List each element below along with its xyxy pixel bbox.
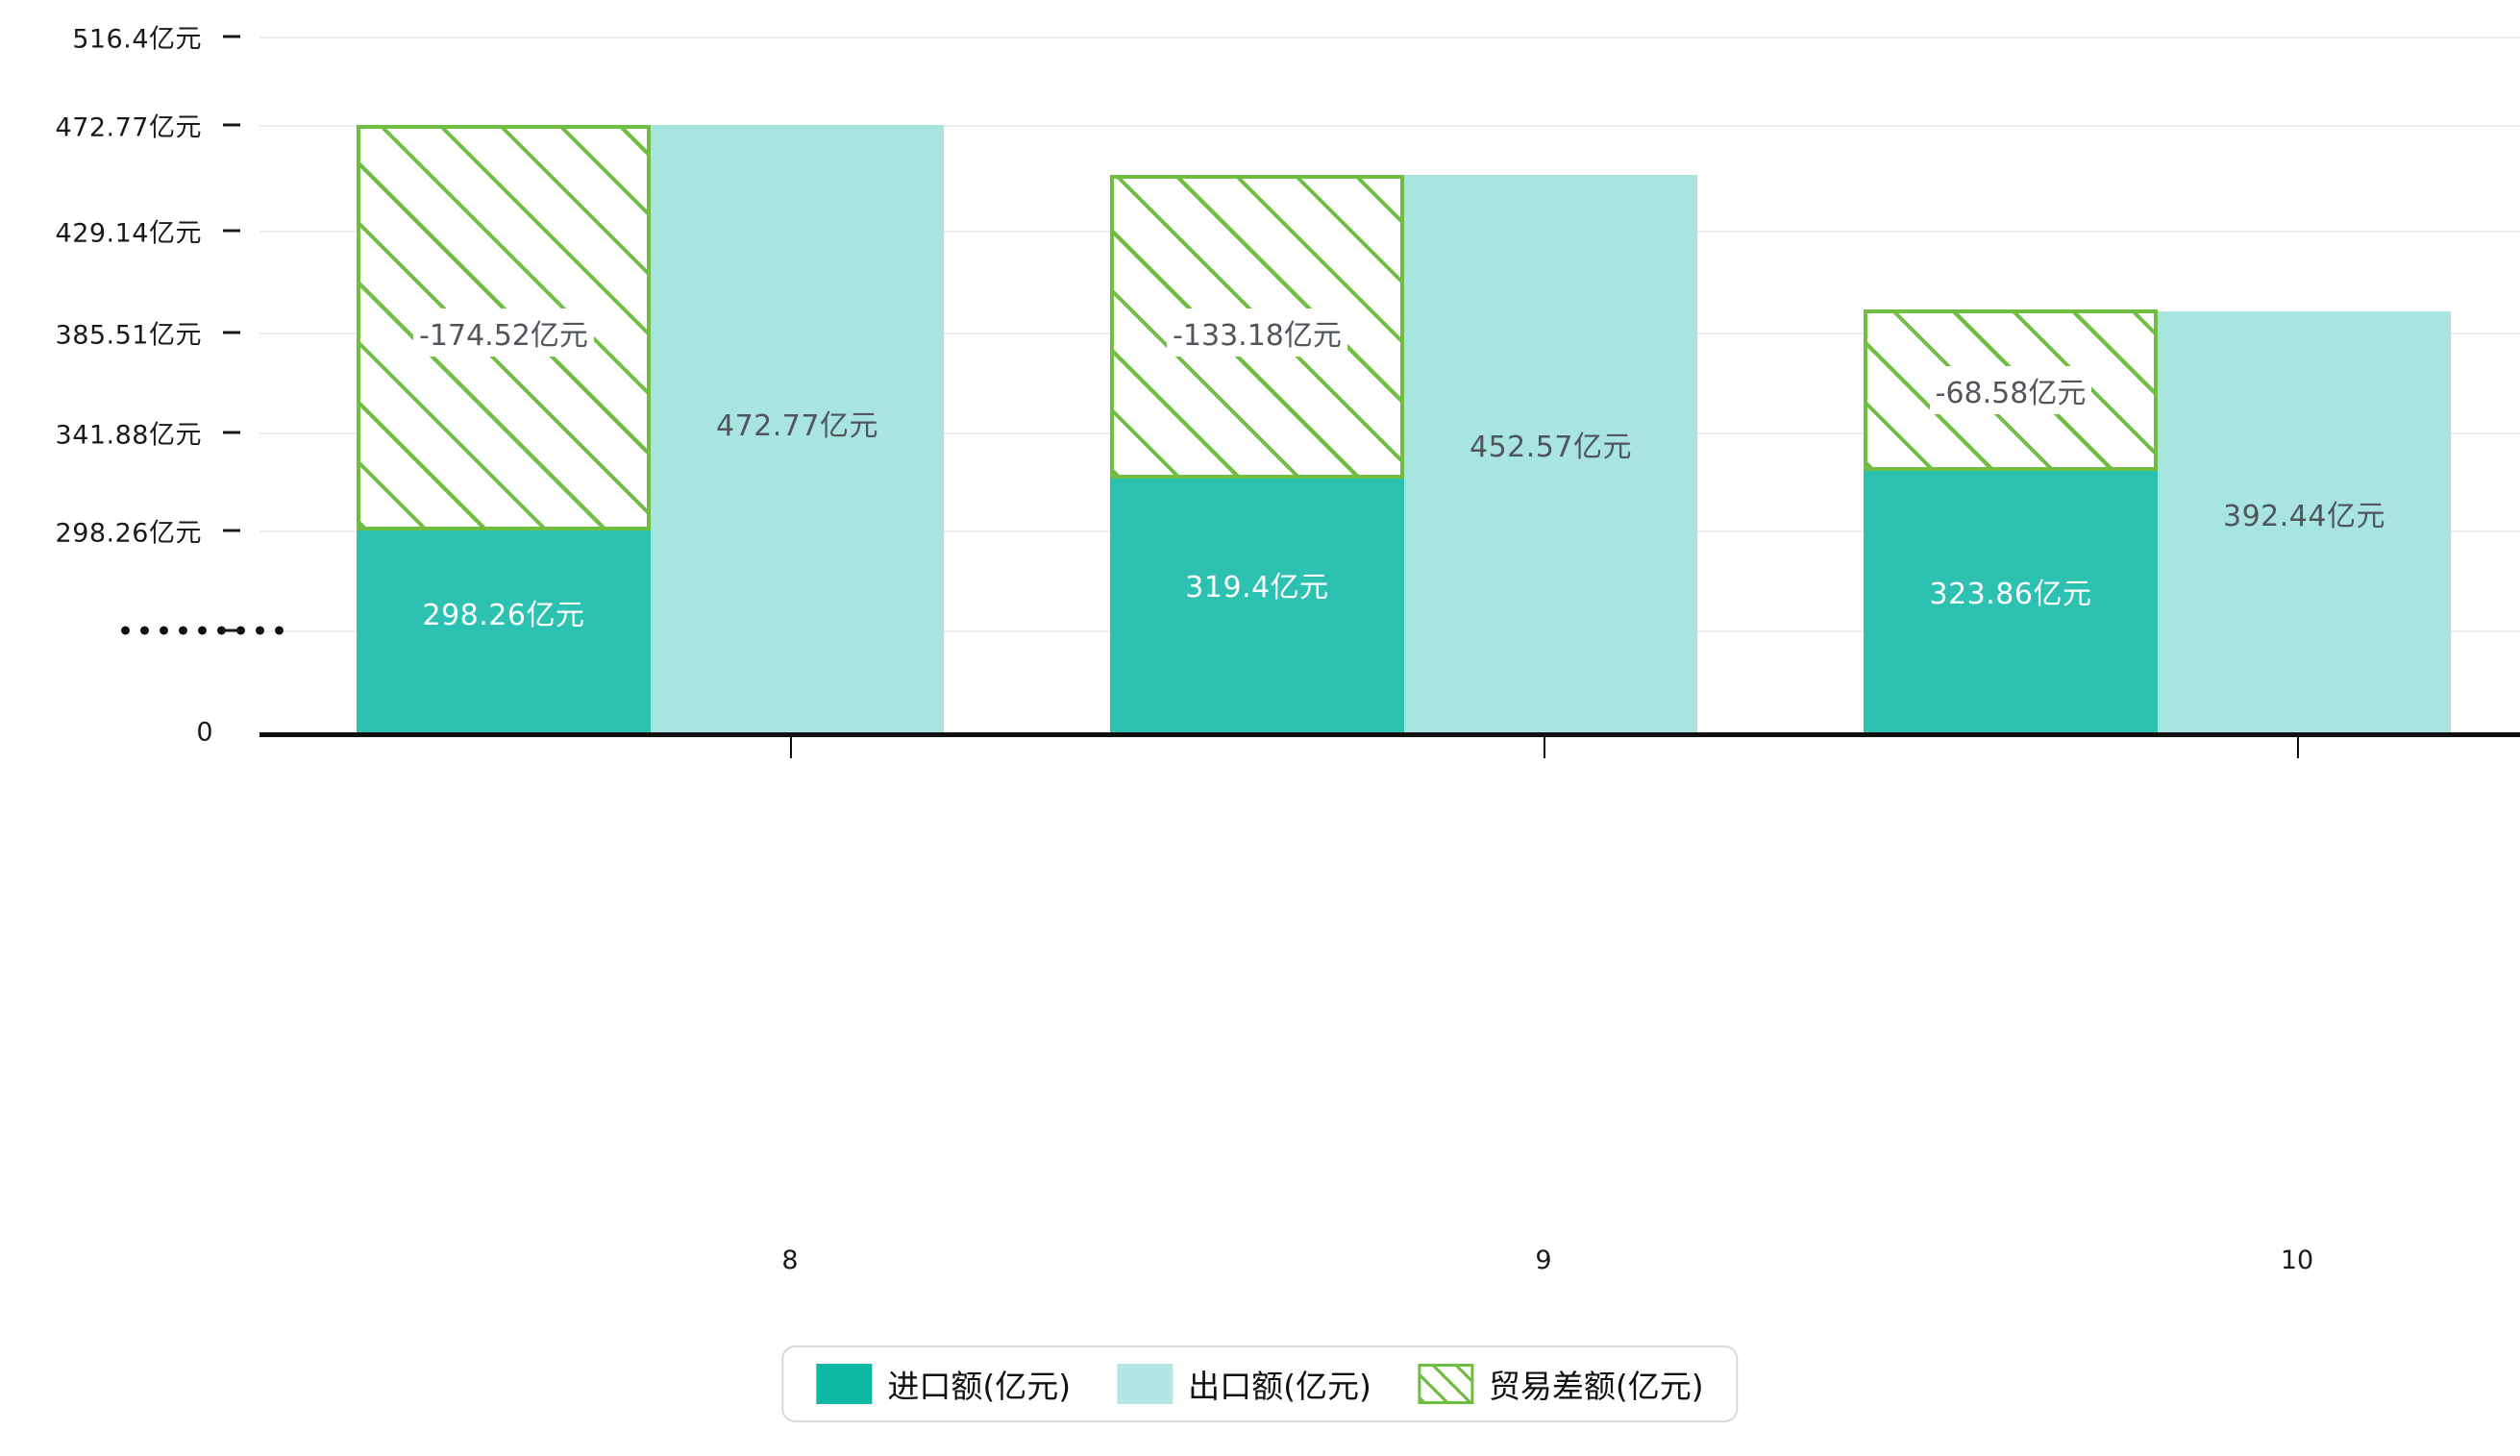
- y-tick-dash-2: [223, 229, 240, 233]
- x-tick-mark-9: [1544, 737, 1545, 758]
- y-tick-dash-3: [223, 331, 240, 334]
- bar-label-balance-8: -174.52亿元: [413, 308, 594, 357]
- gridline-516: [259, 37, 2520, 38]
- bar-label-export-9: 452.57亿元: [1470, 431, 1632, 464]
- y-tick-dash-5: [223, 529, 240, 532]
- bar-label-balance-10-wrap: -68.58亿元: [1864, 366, 2158, 414]
- y-tick-label-redacted: [121, 626, 284, 635]
- bar-import-8[interactable]: 298.26亿元: [357, 531, 651, 732]
- bar-export-8[interactable]: 472.77亿元: [651, 125, 944, 732]
- y-tick-dash-0: [223, 35, 240, 38]
- bar-import-10[interactable]: 323.86亿元: [1864, 471, 2158, 732]
- bar-label-balance-9: -133.18亿元: [1167, 308, 1347, 357]
- bars-layer: 298.26亿元 472.77亿元 -174.52亿元 319.4亿元 452.…: [259, 0, 2520, 1221]
- legend-swatch-balance-icon: [1417, 1364, 1473, 1404]
- legend-item-balance[interactable]: 贸易差额(亿元): [1417, 1361, 1704, 1407]
- x-tick-mark-8: [790, 737, 792, 758]
- y-tick-dash-1: [223, 123, 240, 127]
- bar-label-export-8: 472.77亿元: [716, 409, 878, 443]
- y-tick-label-3: 385.51亿元: [55, 320, 202, 351]
- y-tick-dash-redacted: [223, 629, 240, 632]
- y-tick-dash-4: [223, 431, 240, 434]
- bar-label-balance-9-wrap: -133.18亿元: [1110, 308, 1404, 357]
- chart-legend: 进口额(亿元) 出口额(亿元) 贸易差额(亿元): [781, 1345, 1739, 1422]
- x-tick-label-10: 10: [2280, 1246, 2314, 1275]
- legend-label-import: 进口额(亿元): [887, 1368, 1072, 1405]
- bar-group-8: 298.26亿元 472.77亿元 -174.52亿元: [259, 0, 1013, 732]
- bar-group-9: 319.4亿元 452.57亿元 -133.18亿元: [1013, 0, 1766, 732]
- bar-import-9[interactable]: 319.4亿元: [1110, 479, 1404, 732]
- y-tick-label-1: 472.77亿元: [55, 112, 202, 143]
- y-tick-label-0: 516.4亿元: [72, 24, 202, 55]
- x-tick-mark-10: [2297, 737, 2299, 758]
- legend-item-import[interactable]: 进口额(亿元): [816, 1361, 1071, 1407]
- y-tick-label-5: 298.26亿元: [55, 518, 202, 549]
- legend-label-balance: 贸易差额(亿元): [1488, 1368, 1704, 1405]
- bar-label-import-8: 298.26亿元: [422, 599, 585, 632]
- y-tick-label-4: 341.88亿元: [55, 420, 202, 451]
- x-tick-label-9: 9: [1535, 1246, 1552, 1275]
- legend-swatch-import-icon: [816, 1364, 873, 1404]
- bar-export-10[interactable]: 392.44亿元: [2158, 311, 2451, 732]
- y-tick-label-2: 429.14亿元: [55, 218, 202, 249]
- legend-label-export: 出口额(亿元): [1188, 1368, 1371, 1405]
- bar-group-10: 323.86亿元 392.44亿元 -68.58亿元: [1766, 0, 2520, 732]
- legend-item-export[interactable]: 出口额(亿元): [1117, 1361, 1371, 1407]
- x-tick-label-8: 8: [781, 1246, 799, 1275]
- x-axis-line: [259, 732, 2520, 737]
- gridline-472: [259, 125, 2520, 127]
- legend-swatch-export-icon: [1117, 1364, 1174, 1404]
- bar-label-import-9: 319.4亿元: [1185, 571, 1329, 605]
- bar-export-9[interactable]: 452.57亿元: [1404, 175, 1697, 732]
- y-tick-label-zero: 0: [196, 717, 213, 748]
- bar-label-balance-8-wrap: -174.52亿元: [357, 308, 651, 357]
- bar-label-balance-10: -68.58亿元: [1929, 366, 2092, 414]
- bar-label-import-10: 323.86亿元: [1929, 578, 2092, 611]
- bar-label-export-10: 392.44亿元: [2223, 500, 2385, 533]
